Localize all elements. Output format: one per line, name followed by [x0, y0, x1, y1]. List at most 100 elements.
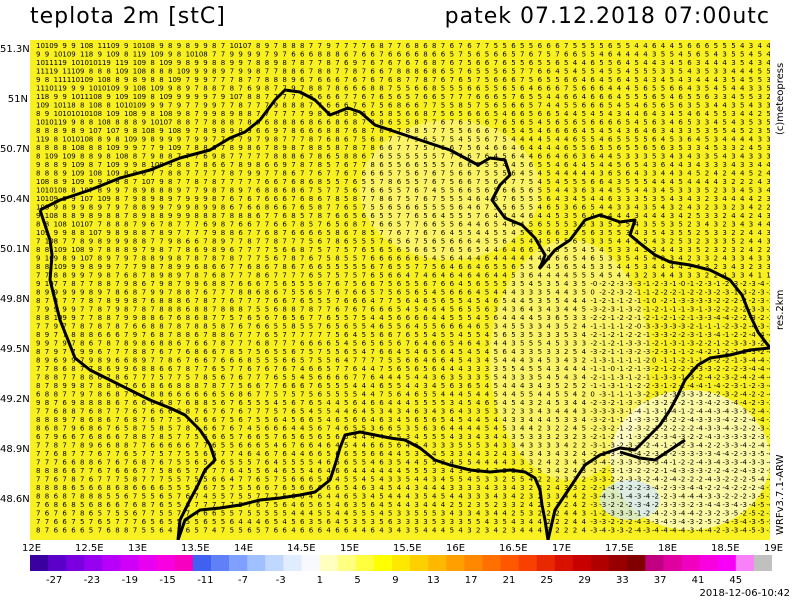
grid-value: 8 [221, 229, 225, 237]
grid-value: 5 [678, 68, 682, 76]
grid-value: 6 [115, 484, 120, 492]
grid-value: 7 [511, 178, 515, 186]
grid-value: 9 [80, 348, 84, 356]
grid-value: 6 [520, 110, 525, 118]
grid-value: 7 [98, 476, 102, 484]
grid-value: 5 [168, 501, 172, 509]
grid-value: 5 [397, 85, 401, 93]
grid-value: 7 [362, 187, 366, 195]
grid-value: 3 [476, 357, 480, 365]
country-border [176, 430, 550, 540]
grid-value: 5 [502, 365, 506, 373]
grid-value: 9 [309, 110, 313, 118]
grid-value: -1 [634, 510, 641, 518]
grid-value: 8 [71, 187, 75, 195]
grid-value: 5 [326, 255, 330, 263]
grid-value: 7 [124, 331, 128, 339]
grid-value: 9 [71, 289, 75, 297]
grid-value: 6 [282, 442, 287, 450]
grid-value: -4 [678, 510, 686, 518]
grid-value: 5 [186, 459, 190, 467]
grid-value: 7 [379, 178, 383, 186]
grid-value: 4 [670, 161, 675, 169]
grid-value: 6 [115, 501, 120, 509]
grid-value: 8 [247, 238, 251, 246]
grid-value: 5 [326, 391, 330, 399]
grid-value: 4 [494, 416, 499, 424]
grid-value: 4 [634, 204, 639, 212]
grid-value: 7 [194, 493, 198, 501]
grid-value: 7 [247, 229, 251, 237]
grid-value: 2 [564, 348, 568, 356]
grid-value: 8 [54, 178, 58, 186]
grid-value: -2 [608, 399, 615, 407]
grid-value: 8 [406, 127, 410, 135]
grid-value: 7 [238, 204, 242, 212]
grid-value: 7 [282, 238, 286, 246]
grid-value: 6 [150, 408, 155, 416]
grid-value: 9 [142, 102, 146, 110]
grid-value: 5 [344, 518, 348, 526]
grid-value: 6 [309, 340, 314, 348]
grid-value: 7 [414, 229, 418, 237]
grid-value: -4 [696, 442, 704, 450]
grid-value: 5 [142, 493, 146, 501]
grid-value: 6 [212, 348, 217, 356]
grid-value: 8 [80, 144, 84, 152]
grid-value: 7 [265, 280, 269, 288]
grid-value: 5 [520, 510, 524, 518]
grid-value: 7 [238, 297, 242, 305]
grid-value: 5 [450, 306, 454, 314]
grid-value: 4 [441, 212, 446, 220]
grid-value: 6 [265, 119, 270, 127]
grid-value: 6 [291, 348, 296, 356]
grid-value: 9 [98, 153, 102, 161]
grid-value: 7 [362, 68, 366, 76]
grid-value: 5 [397, 153, 401, 161]
grid-value: -2 [758, 391, 765, 399]
grid-value: 6 [370, 255, 375, 263]
grid-value: 6 [150, 484, 155, 492]
grid-value: 5 [520, 323, 524, 331]
grid-value: 7 [106, 425, 110, 433]
grid-value: 11 [80, 51, 89, 59]
grid-value: 6 [115, 357, 120, 365]
grid-value: 6 [300, 416, 305, 424]
grid-value: 4 [643, 187, 648, 195]
grid-value: 5 [291, 289, 295, 297]
grid-value: 6 [406, 161, 411, 169]
grid-value: 6 [450, 408, 455, 416]
grid-value: 8 [335, 144, 339, 152]
grid-value: 4 [617, 102, 622, 110]
grid-value: 7 [309, 331, 313, 339]
grid-value: -3 [626, 476, 633, 484]
grid-value: 9 [80, 85, 84, 93]
grid-value: -2 [599, 297, 606, 305]
grid-value: 7 [274, 476, 278, 484]
grid-value: 2 [740, 238, 744, 246]
grid-value: 3 [582, 459, 586, 467]
grid-value: 7 [274, 93, 278, 101]
grid-value: -3 [714, 433, 721, 441]
grid-value: 4 [626, 212, 631, 220]
grid-value: 9 [71, 119, 75, 127]
grid-value: 9 [212, 102, 216, 110]
grid-value: 4 [309, 510, 314, 518]
grid-value: 8 [221, 331, 225, 339]
grid-value: 7 [335, 365, 339, 373]
grid-value: 3 [511, 450, 515, 458]
grid-value: 4 [485, 348, 490, 356]
grid-value: 7 [71, 340, 75, 348]
grid-value: 6 [617, 144, 622, 152]
grid-value: 5 [608, 221, 612, 229]
grid-value: 4 [582, 246, 587, 254]
grid-value: 9 [230, 136, 234, 144]
grid-value: 9 [98, 204, 102, 212]
grid-value: -3 [722, 374, 729, 382]
grid-value: 7 [62, 297, 66, 305]
grid-value: 6 [159, 365, 164, 373]
grid-value: 11 [98, 42, 107, 50]
grid-value: 6 [370, 374, 375, 382]
grid-value: 8 [186, 59, 190, 67]
grid-value: 5 [432, 297, 436, 305]
